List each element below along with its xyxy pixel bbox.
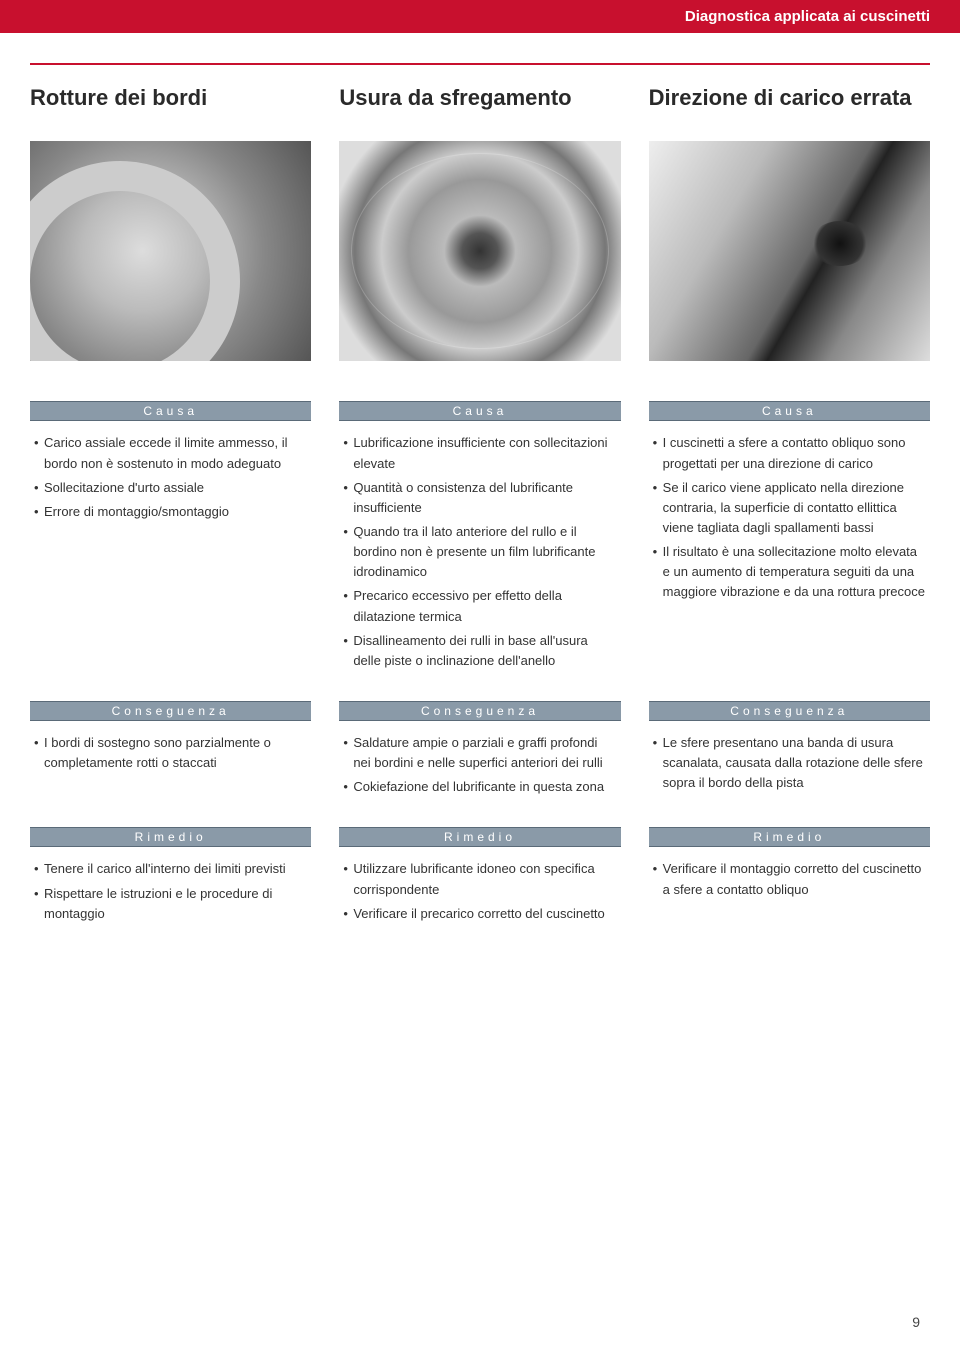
list-item: Cokiefazione del lubrificante in questa …	[343, 777, 616, 797]
section-title-causa: Causa	[649, 401, 930, 421]
list-item: Se il carico viene applicato nella direz…	[653, 478, 926, 538]
figure-col3	[649, 141, 930, 361]
list-item: Errore di montaggio/smontaggio	[34, 502, 307, 522]
header-title: Diagnostica applicata ai cuscinetti	[685, 8, 930, 25]
causa-row: Causa Carico assiale eccede il limite am…	[0, 401, 960, 701]
list-item: Verificare il montaggio corretto del cus…	[653, 859, 926, 899]
col3-heading: Direzione di carico errata	[649, 85, 930, 111]
section-title-conseguenza: Conseguenza	[30, 701, 311, 721]
figure-col2	[339, 141, 620, 361]
section-title-causa: Causa	[339, 401, 620, 421]
col3-conseguenza-list: Le sfere presentano una banda di usura s…	[649, 733, 930, 793]
col2-conseguenza: Conseguenza Saldature ampie o parziali e…	[339, 701, 620, 827]
col2-rimedio-list: Utilizzare lubrificante idoneo con speci…	[339, 859, 620, 923]
list-item: Carico assiale eccede il limite ammesso,…	[34, 433, 307, 473]
conseguenza-row: Conseguenza I bordi di sostegno sono par…	[0, 701, 960, 827]
list-item: Precarico eccessivo per effetto della di…	[343, 586, 616, 626]
col1-causa-list: Carico assiale eccede il limite ammesso,…	[30, 433, 311, 522]
col3-rimedio-list: Verificare il montaggio corretto del cus…	[649, 859, 930, 899]
col3-causa-list: I cuscinetti a sfere a contatto obliquo …	[649, 433, 930, 602]
list-item: Rispettare le istruzioni e le procedure …	[34, 884, 307, 924]
col1-causa: Causa Carico assiale eccede il limite am…	[30, 401, 311, 701]
col2-causa-list: Lubrificazione insufficiente con solleci…	[339, 433, 620, 671]
section-title-conseguenza: Conseguenza	[339, 701, 620, 721]
list-item: Verificare il precarico corretto del cus…	[343, 904, 616, 924]
col1-rimedio: Rimedio Tenere il carico all'interno dei…	[30, 827, 311, 953]
col2-conseguenza-list: Saldature ampie o parziali e graffi prof…	[339, 733, 620, 797]
header-bar: Diagnostica applicata ai cuscinetti	[0, 0, 960, 33]
list-item: Quantità o consistenza del lubrificante …	[343, 478, 616, 518]
list-item: Lubrificazione insufficiente con solleci…	[343, 433, 616, 473]
col1-heading: Rotture dei bordi	[30, 85, 311, 111]
section-title-rimedio: Rimedio	[30, 827, 311, 847]
col2-heading: Usura da sfregamento	[339, 85, 620, 111]
rimedio-row: Rimedio Tenere il carico all'interno dei…	[0, 827, 960, 953]
col1-conseguenza-list: I bordi di sostegno sono parzialmente o …	[30, 733, 311, 773]
page: Diagnostica applicata ai cuscinetti Rott…	[0, 0, 960, 1358]
list-item: Disallineamento dei rulli in base all'us…	[343, 631, 616, 671]
images-row	[0, 141, 960, 401]
list-item: Tenere il carico all'interno dei limiti …	[34, 859, 307, 879]
list-item: Sollecitazione d'urto assiale	[34, 478, 307, 498]
col3-causa: Causa I cuscinetti a sfere a contatto ob…	[649, 401, 930, 701]
page-number: 9	[912, 1314, 920, 1330]
col2-causa: Causa Lubrificazione insufficiente con s…	[339, 401, 620, 701]
section-title-causa: Causa	[30, 401, 311, 421]
list-item: Quando tra il lato anteriore del rullo e…	[343, 522, 616, 582]
list-item: Il risultato è una sollecitazione molto …	[653, 542, 926, 602]
col1-conseguenza: Conseguenza I bordi di sostegno sono par…	[30, 701, 311, 827]
column-headings-row: Rotture dei bordi Usura da sfregamento D…	[0, 65, 960, 141]
col1-rimedio-list: Tenere il carico all'interno dei limiti …	[30, 859, 311, 923]
list-item: Le sfere presentano una banda di usura s…	[653, 733, 926, 793]
col2-rimedio: Rimedio Utilizzare lubrificante idoneo c…	[339, 827, 620, 953]
section-title-rimedio: Rimedio	[339, 827, 620, 847]
col3-conseguenza: Conseguenza Le sfere presentano una band…	[649, 701, 930, 827]
list-item: I bordi di sostegno sono parzialmente o …	[34, 733, 307, 773]
figure-col1	[30, 141, 311, 361]
section-title-conseguenza: Conseguenza	[649, 701, 930, 721]
section-title-rimedio: Rimedio	[649, 827, 930, 847]
list-item: Utilizzare lubrificante idoneo con speci…	[343, 859, 616, 899]
list-item: I cuscinetti a sfere a contatto obliquo …	[653, 433, 926, 473]
list-item: Saldature ampie o parziali e graffi prof…	[343, 733, 616, 773]
col3-rimedio: Rimedio Verificare il montaggio corretto…	[649, 827, 930, 953]
